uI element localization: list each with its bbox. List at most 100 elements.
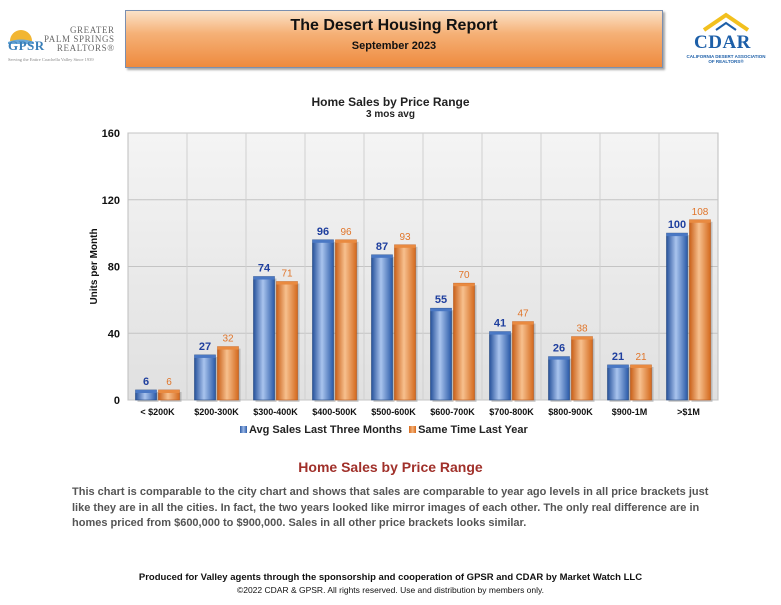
bar-top (512, 321, 534, 325)
bar-last-year (335, 239, 357, 401)
bar-last-year (512, 321, 534, 401)
gpsr-name: GREATER PALM SPRINGS REALTORS® (44, 26, 115, 53)
x-tick-label: $500-600K (371, 407, 416, 417)
cdar-abbr: CDAR (694, 32, 751, 53)
data-label-last-year: 6 (166, 377, 172, 388)
data-label-last-year: 93 (399, 232, 411, 243)
chart-subtitle: 3 mos avg (366, 109, 415, 120)
cdar-name: CALIFORNIA DESERT ASSOCIATION OF REALTOR… (678, 54, 774, 64)
bar-top (607, 364, 629, 368)
bar-top (453, 283, 475, 287)
bar-top (548, 356, 570, 360)
bar-avg-sales (430, 307, 452, 401)
bar-top (276, 281, 298, 285)
bar-top (312, 239, 334, 243)
data-label-last-year: 38 (576, 324, 588, 335)
x-tick-label: $200-300K (194, 407, 239, 417)
legend-swatch-blue (240, 426, 247, 433)
data-label-avg: 55 (435, 294, 447, 306)
roof-logo-icon (702, 12, 750, 32)
bar-avg-sales (607, 364, 629, 401)
data-label-last-year: 47 (517, 309, 529, 320)
footer-credit: Produced for Valley agents through the s… (138, 572, 643, 583)
data-label-avg: 21 (612, 351, 624, 363)
x-tick-label: $400-500K (312, 407, 357, 417)
gpsr-abbr: GPSR (8, 38, 45, 53)
data-label-last-year: 32 (222, 334, 234, 345)
x-tick-label: < $200K (140, 407, 175, 417)
legend-item-avg: Avg Sales Last Three Months (240, 424, 402, 436)
data-label-avg: 87 (376, 241, 388, 253)
report-header-banner: The Desert Housing Report September 2023 (125, 10, 663, 68)
x-tick-label: >$1M (677, 407, 700, 417)
section-body: This chart is comparable to the city cha… (72, 486, 709, 530)
data-label-avg: 27 (199, 341, 211, 353)
data-label-last-year: 70 (458, 270, 470, 281)
gpsr-tagline: Serving the Entire Coachella Valley Sinc… (8, 57, 94, 62)
bar-top (194, 354, 216, 358)
report-date: September 2023 (351, 40, 437, 52)
y-tick-label: 120 (102, 195, 120, 207)
y-tick-label: 0 (114, 395, 120, 407)
bar-last-year (394, 244, 416, 401)
bar-last-year (276, 281, 298, 401)
gpsr-line-2: PALM SPRINGS (44, 34, 115, 44)
bar-top (135, 389, 157, 393)
bar-avg-sales (666, 232, 688, 401)
x-tick-label: $300-400K (253, 407, 298, 417)
x-tick-label: $600-700K (430, 407, 475, 417)
bar-avg-sales (371, 254, 393, 401)
legend-item-last-year: Same Time Last Year (409, 424, 528, 436)
data-label-avg: 6 (143, 376, 149, 388)
bar-top (253, 276, 275, 280)
gpsr-logo: GPSR GREATER PALM SPRINGS REALTORS® Serv… (4, 18, 116, 64)
bar-top (571, 336, 593, 340)
bar-top (371, 254, 393, 258)
gpsr-line-3: REALTORS® (56, 43, 115, 53)
bar-top (217, 346, 239, 350)
y-tick-label: 40 (108, 328, 120, 340)
bar-top (689, 219, 711, 223)
data-label-last-year: 21 (635, 352, 647, 363)
y-axis-label: Units per Month (89, 228, 100, 304)
x-tick-label: $700-800K (489, 407, 534, 417)
data-label-last-year: 71 (281, 269, 293, 280)
bar-top (630, 364, 652, 368)
x-tick-label: $900-1M (612, 407, 648, 417)
bar-avg-sales (253, 276, 275, 401)
section-title: Home Sales by Price Range (298, 459, 483, 475)
report-title: The Desert Housing Report (290, 17, 498, 34)
legend-swatch-orange (409, 426, 417, 433)
x-tick-label: $800-900K (548, 407, 593, 417)
bar-last-year (571, 336, 593, 401)
bar-last-year (630, 364, 652, 401)
gpsr-line-1: GREATER (69, 25, 115, 35)
data-label-avg: 100 (668, 219, 686, 231)
bar-chart: 0 40 80 120 160 Units per Month 6 6 < $200K 27 32 $… (89, 128, 719, 417)
bar-last-year (217, 346, 239, 401)
bar-top (666, 233, 688, 237)
bar-avg-sales (194, 354, 216, 401)
bar-top (394, 244, 416, 248)
data-label-avg: 74 (258, 263, 271, 275)
y-tick-label: 80 (108, 262, 120, 274)
data-label-last-year: 108 (692, 207, 709, 218)
cdar-logo: CDAR CALIFORNIA DESERT ASSOCIATION OF RE… (678, 12, 774, 68)
data-label-avg: 96 (317, 226, 329, 238)
legend-label-avg: Avg Sales Last Three Months (249, 424, 403, 436)
bar-top (430, 308, 452, 312)
bar-top (489, 331, 511, 335)
chart-legend: Avg Sales Last Three Months Same Time La… (240, 424, 532, 436)
bar-avg-sales (489, 331, 511, 401)
bar-top (335, 239, 357, 243)
footer-copyright: ©2022 CDAR & GPSR. All rights reserved. … (236, 585, 545, 595)
data-label-last-year: 96 (340, 227, 352, 238)
y-tick-label: 160 (102, 128, 120, 140)
chart-title: Home Sales by Price Range (311, 95, 470, 109)
data-label-avg: 26 (553, 343, 565, 355)
sun-logo-icon (8, 30, 34, 44)
cdar-line-2: OF REALTORS® (708, 59, 744, 64)
bar-avg-sales (548, 356, 570, 401)
cdar-line-1: CALIFORNIA DESERT ASSOCIATION (686, 54, 766, 59)
legend-label-last-year: Same Time Last Year (418, 424, 528, 436)
